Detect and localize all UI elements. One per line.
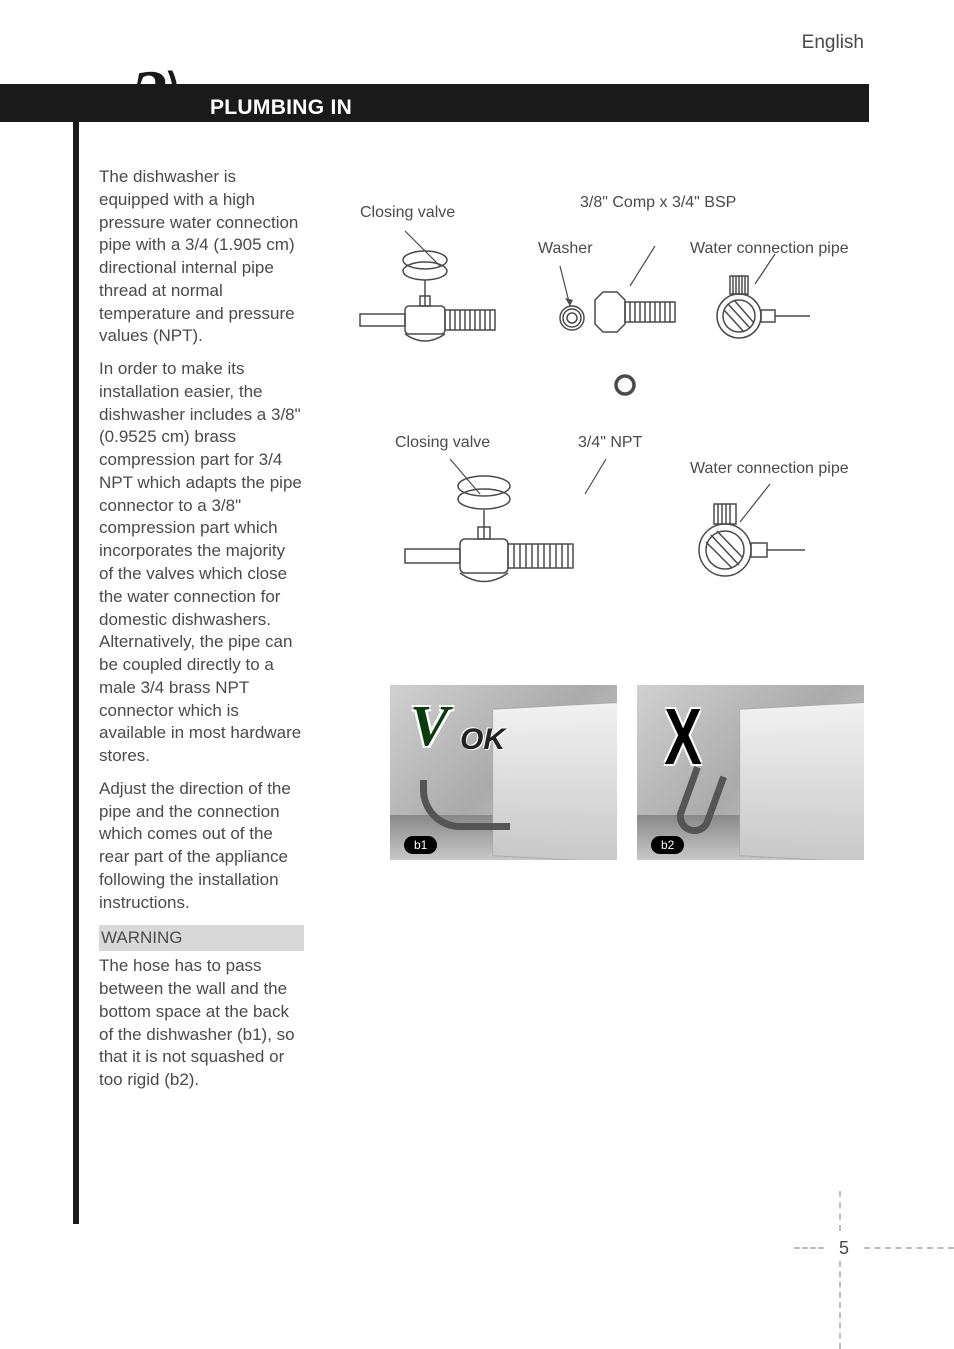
section-number-wrap: 2 ) — [130, 60, 182, 134]
paragraph-1: The dishwasher is equipped with a high p… — [99, 166, 304, 348]
vertical-rule — [73, 88, 79, 1224]
photo-label-b1: b1 — [404, 836, 437, 854]
check-mark-icon: V — [410, 697, 443, 755]
paragraph-3: Adjust the direction of the pipe and the… — [99, 778, 304, 915]
warning-label: WARNING — [99, 925, 304, 952]
warning-text: The hose has to pass between the wall an… — [99, 955, 304, 1092]
section-number-bracket: ) — [168, 70, 180, 110]
diagram-row-1 — [320, 206, 890, 406]
photo-label-b2: b2 — [651, 836, 684, 854]
diagram-row-2 — [320, 444, 890, 644]
photo-b1: V OK b1 — [390, 685, 617, 860]
body-text-column: The dishwasher is equipped with a high p… — [99, 166, 304, 1102]
section-title: PLUMBING IN — [210, 96, 352, 120]
page-number: 5 — [839, 1238, 849, 1259]
ok-label: OK — [460, 723, 505, 757]
paragraph-2: In order to make its installation easier… — [99, 358, 304, 768]
section-number: 2 — [130, 60, 167, 134]
cross-mark-icon: X — [664, 697, 699, 777]
language-label: English — [802, 32, 864, 54]
photo-b2: X b2 — [637, 685, 864, 860]
